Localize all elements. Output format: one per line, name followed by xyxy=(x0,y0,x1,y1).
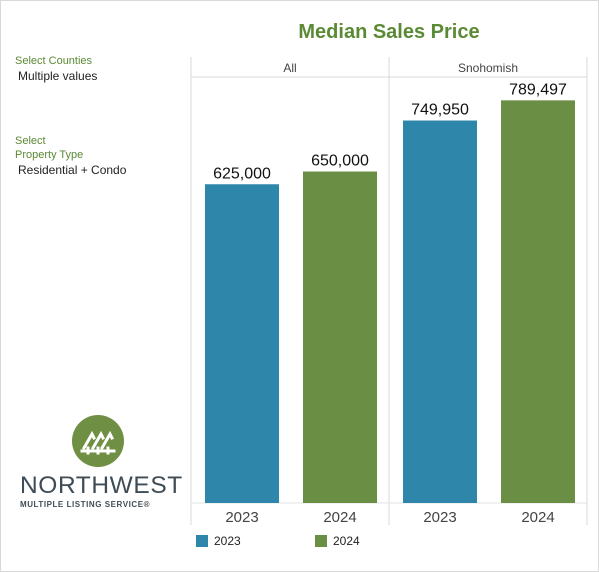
x-tick-label: 2024 xyxy=(323,509,356,526)
legend-item-2024[interactable]: 2024 xyxy=(315,534,360,548)
logo-emblem-icon xyxy=(72,415,124,467)
bar-2023 xyxy=(403,120,477,503)
property-type-label-line2: Property Type xyxy=(15,149,84,161)
legend-label: 2024 xyxy=(333,534,360,548)
logo-subtitle: MULTIPLE LISTING SERVICE® xyxy=(20,500,151,509)
legend-item-2023[interactable]: 2023 xyxy=(196,534,241,548)
x-tick-label: 2023 xyxy=(225,509,258,526)
nwmls-logo: NORTHWEST MULTIPLE LISTING SERVICE® xyxy=(20,415,183,509)
counties-filter-label: Select Counties xyxy=(15,55,93,67)
bar-value-label: 749,950 xyxy=(411,102,469,119)
property-type-filter[interactable]: Select Property Type Residential + Condo xyxy=(15,134,185,178)
bar-value-label: 625,000 xyxy=(213,165,271,182)
property-type-label-line1: Select xyxy=(15,135,46,147)
bar-2024 xyxy=(501,100,575,503)
counties-filter-value[interactable]: Multiple values xyxy=(18,69,98,83)
counties-filter[interactable]: Select Counties Multiple values xyxy=(15,54,185,84)
bar-2023 xyxy=(205,184,279,503)
pane-label-all: All xyxy=(283,61,296,75)
chart-title: Median Sales Price xyxy=(298,21,480,43)
legend-label: 2023 xyxy=(214,534,241,548)
bar-2024 xyxy=(303,171,377,503)
registered-mark: ® xyxy=(143,500,151,509)
x-tick-label: 2023 xyxy=(423,509,456,526)
pane-label-snohomish: Snohomish xyxy=(458,61,518,75)
bar-chart: All 625,000 2023 650,000 2024 Snohomish 749,95… xyxy=(190,57,588,526)
legend-swatch xyxy=(315,535,327,547)
legend-swatch xyxy=(196,535,208,547)
property-type-filter-value[interactable]: Residential + Condo xyxy=(18,163,127,177)
x-tick-label: 2024 xyxy=(521,509,554,526)
bar-value-label: 789,497 xyxy=(509,81,567,98)
logo-name: NORTHWEST xyxy=(20,472,183,499)
bar-value-label: 650,000 xyxy=(311,153,369,170)
filter-panel: Select Counties Multiple values Select P… xyxy=(15,54,185,178)
